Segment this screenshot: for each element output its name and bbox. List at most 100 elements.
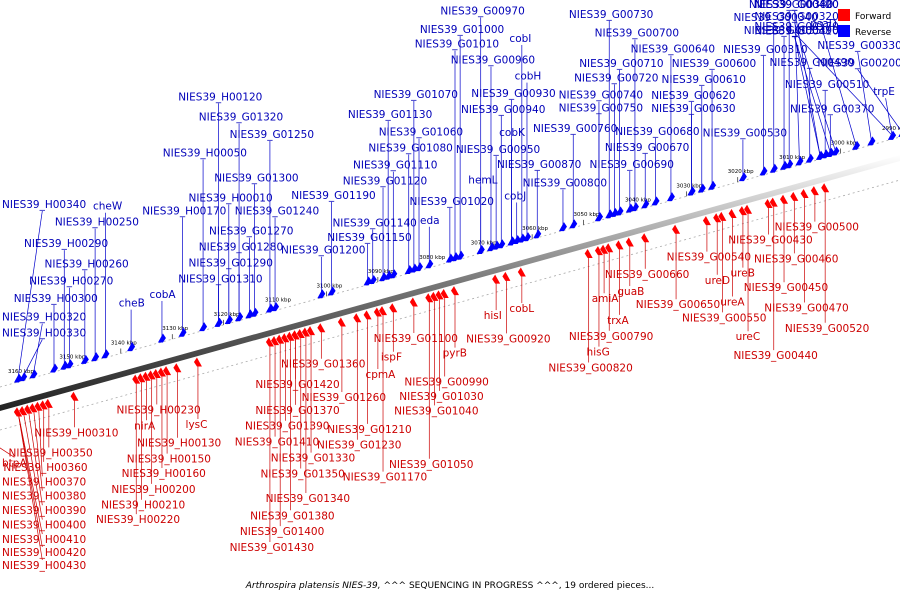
forward-gene-arrow (379, 306, 388, 316)
forward-gene-arrow (451, 286, 459, 296)
reverse-leader-line (22, 339, 43, 377)
forward-gene-label: NIES39_G01410 (235, 437, 319, 449)
forward-gene-arrow (44, 398, 53, 408)
reverse-gene-arrow (178, 327, 187, 337)
reverse-gene-label: NIES39_G00400 (754, 0, 838, 11)
reverse-gene-label: NIES39_G00420 (754, 0, 838, 11)
reverse-gene-label: NIES39_G00490 (769, 57, 853, 69)
reverse-gene-arrow (101, 349, 110, 359)
forward-gene-arrow (132, 374, 141, 384)
forward-gene-arrow (193, 357, 202, 367)
forward-leader-line (22, 410, 43, 520)
reverse-gene-label: NIES39_G00330 (817, 40, 900, 52)
forward-gene-label: ureC (736, 331, 761, 343)
forward-leader-line (38, 406, 43, 477)
forward-gene-arrow (39, 400, 48, 410)
reverse-gene-label: NIES39_G00700 (595, 28, 679, 40)
gene-labels: trpE NIES39_G00370 NIES39_G00510 NIES39_G00… (2, 0, 900, 572)
legend-label-forward: Forward (855, 12, 891, 22)
forward-gene-label: NIES39_G01340 (266, 493, 350, 505)
forward-gene-label: NIES39_G01030 (399, 391, 483, 403)
forward-gene-arrow (594, 246, 603, 256)
reverse-gene-arrow (867, 136, 876, 146)
reverse-gene-label: NIES39_G01250 (230, 129, 314, 141)
forward-gene-label: NIES39_G00470 (764, 303, 848, 315)
forward-gene-arrow (265, 337, 274, 347)
forward-gene-label: pyrB (443, 348, 467, 360)
reverse-gene-label: hemL (468, 174, 497, 186)
reverse-gene-label: NIES39_H00300 (14, 293, 98, 305)
forward-gene-arrow (440, 288, 449, 298)
forward-gene-label: NIES39_H00430 (2, 560, 86, 572)
forward-gene-arrow (389, 303, 398, 313)
reverse-gene-label: NIES39_G01310 (178, 273, 262, 285)
reverse-leader-line (794, 32, 893, 136)
forward-gene-arrow (764, 198, 773, 208)
reverse-gene-label: NIES39_G00950 (456, 144, 540, 156)
forward-gene-label: NIES39_G00650 (636, 299, 720, 311)
reverse-gene-label: NIES39_G00720 (574, 72, 658, 84)
reverse-gene-arrow (569, 219, 578, 229)
forward-gene-label: cpmA (365, 369, 396, 381)
reverse-leader-line (857, 51, 872, 141)
forward-gene-arrow (425, 293, 434, 303)
reverse-gene-label: NIES39_G00940 (461, 104, 545, 116)
forward-gene-label: NIES39_H00360 (3, 462, 87, 474)
reverse-gene-label: NIES39_G01140 (332, 217, 416, 229)
reverse-gene-label: NIES39_G00870 (497, 159, 581, 171)
axis-tick-label: 3120 kbp (214, 312, 240, 318)
reverse-gene-label: NIES39_H00270 (29, 276, 113, 288)
forward-leader-line (0, 447, 15, 458)
forward-gene-arrow (605, 243, 614, 253)
reverse-gene-label: NIES39_G00610 (661, 74, 745, 86)
reverse-gene-arrow (816, 150, 825, 160)
reverse-gene-label: NIES39_G00800 (523, 178, 607, 190)
reverse-gene-arrow (486, 242, 495, 252)
forward-gene-label: NIES39_G00460 (754, 253, 838, 265)
axis-tick-label: 3030 kbp (676, 183, 702, 189)
forward-gene-label: NIES39_G01390 (245, 421, 329, 433)
reverse-gene-label: NIES39_G00680 (615, 126, 699, 138)
forward-gene-arrow (502, 271, 511, 281)
forward-gene-label: NIES39_G00430 (728, 234, 812, 246)
reverse-leader-line (794, 22, 836, 152)
reverse-gene-arrow (605, 209, 614, 219)
reverse-leader-line (857, 69, 900, 130)
forward-gene-label: NIES39_H00130 (137, 438, 221, 450)
forward-gene-label: NIES39_H00310 (34, 427, 118, 439)
forward-gene-arrow (29, 403, 38, 413)
forward-gene-arrow (738, 206, 747, 216)
reverse-gene-label: NIES39_H00010 (188, 192, 272, 204)
forward-gene-label: NIES39_H00420 (2, 547, 86, 559)
reverse-leader-line (794, 10, 821, 156)
forward-gene-label: NIES39_H00370 (2, 476, 86, 488)
reverse-gene-arrow (49, 363, 58, 373)
forward-gene-arrow (286, 331, 295, 341)
forward-gene-arrow (337, 317, 346, 327)
reverse-gene-arrow (831, 146, 840, 156)
forward-gene-label: NIES39_G01230 (317, 440, 401, 452)
reverse-gene-label: NIES39_G00380 (749, 0, 833, 11)
forward-gene-arrow (271, 336, 280, 346)
reverse-gene-arrow (666, 192, 675, 202)
reverse-gene-arrow (425, 259, 434, 269)
reverse-gene-label: NIES39_G01300 (214, 172, 298, 184)
forward-gene-label: NIES39_H00220 (96, 514, 180, 526)
forward-gene-label: NIES39_G01040 (394, 405, 478, 417)
reverse-leader-line (885, 98, 893, 136)
reverse-gene-label: NIES39_G01280 (199, 242, 283, 254)
forward-gene-label: guaB (617, 286, 644, 298)
axis-tick-label: 3130 kbp (162, 326, 188, 332)
reverse-gene-arrow (533, 229, 542, 239)
reverse-gene-label: cheB (119, 298, 145, 310)
axis-tick-label: 3060 kbp (522, 226, 548, 232)
reverse-gene-label: NIES39_G00730 (569, 9, 653, 21)
legend-swatch-reverse (838, 25, 850, 37)
reverse-gene-label: NIES39_H00170 (142, 205, 226, 217)
forward-gene-arrow (517, 267, 526, 277)
reverse-gene-label: NIES39_G01290 (188, 257, 272, 269)
reverse-gene-arrow (759, 166, 768, 176)
forward-gene-label: NIES39_G00920 (466, 333, 550, 345)
